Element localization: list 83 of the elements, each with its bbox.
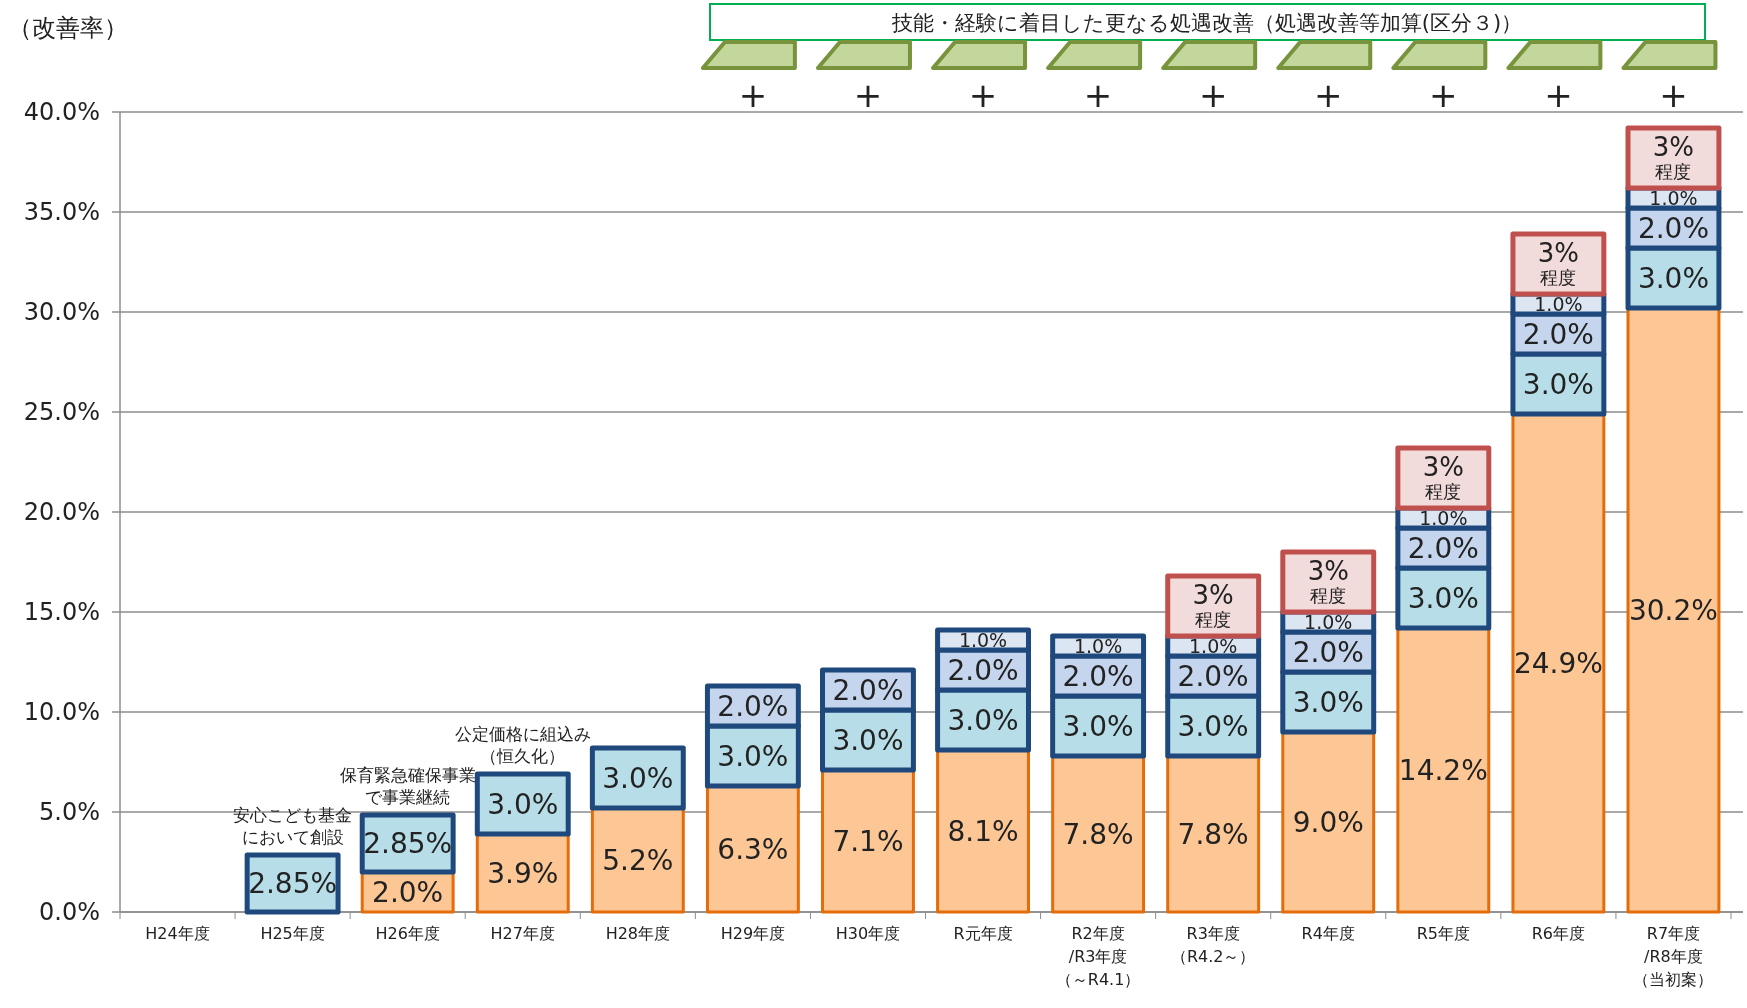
x-tick-label: R3年度（R4.2～） [1170,924,1256,966]
data-label: 14.2% [1398,753,1488,787]
data-label: 3.0% [1062,709,1134,743]
data-label: 1.0% [1073,634,1123,657]
data-label: 1.0% [1304,610,1353,633]
data-label: 2.0% [947,653,1019,687]
data-label: 2.0% [1177,659,1249,693]
y-tick-label: 25.0% [23,398,100,426]
data-label: 2.0% [1407,531,1479,565]
annotation: + [1083,75,1113,115]
data-label: 7.8% [1062,817,1134,851]
data-label: 7.8% [1177,817,1249,851]
data-label: 3%程度 [1307,556,1349,606]
data-label: 30.2% [1628,593,1718,627]
x-tick-label: H29年度 [720,924,786,943]
annotation: + [1198,75,1228,115]
data-label: 6.3% [717,832,789,866]
annotation: + [1314,75,1343,115]
data-label: 3.0% [1637,261,1710,295]
y-tick-label: 35.0% [23,198,100,226]
data-label: 1.0% [1419,506,1468,529]
data-label: 3.0% [1292,685,1364,719]
data-label: 3.0% [1177,709,1249,743]
data-label: 3%程度 [1537,238,1580,288]
y-tick-label: 5.0% [39,798,100,826]
x-tick-label: H27年度 [490,924,555,943]
data-label: 3.9% [487,856,559,890]
data-label: 3.0% [947,703,1019,737]
y-tick-label: 0.0% [39,898,100,926]
x-tick-label: H26年度 [375,924,440,943]
data-label: 9.0% [1292,805,1364,839]
annotation: + [1659,75,1688,115]
annotation: 安心こども基金において創設 [233,805,353,847]
y-axis-title: （改善率） [8,14,128,42]
data-label: 8.1% [947,814,1019,848]
data-label: 24.9% [1513,646,1603,680]
annotation: 保育緊急確保事業で事業継続 [339,765,476,807]
data-label: 2.0% [1522,317,1594,351]
annotation: + [1429,75,1458,115]
data-label: 1.0% [1649,186,1698,209]
x-tick-label: H24年度 [145,924,210,943]
data-label: 3.0% [1522,367,1594,401]
annotation: 公定価格に組込み（恒久化） [454,724,591,766]
data-label: 2.85% [363,827,453,861]
x-tick-label: H25年度 [260,924,325,943]
y-tick-label: 10.0% [23,698,100,726]
data-label: 2.0% [1637,211,1710,245]
data-label: 1.0% [958,628,1008,651]
annotation: + [968,75,998,115]
data-label: 2.0% [372,875,444,909]
data-label: 2.0% [832,673,904,707]
x-tick-label: H28年度 [605,924,671,943]
data-label: 7.1% [832,824,904,858]
x-tick-label: R5年度 [1416,924,1470,943]
data-label: 3.0% [487,787,559,821]
data-label: 3%程度 [1652,132,1695,182]
data-label: 2.0% [717,689,789,723]
y-tick-label: 20.0% [23,498,100,526]
annotation: + [853,75,883,115]
data-label: 3.0% [717,739,789,773]
x-tick-label: H30年度 [835,924,901,943]
data-label: 3%程度 [1192,580,1234,630]
data-label: 1.0% [1189,634,1238,657]
data-label: 2.0% [1292,635,1364,669]
y-tick-label: 40.0% [23,98,100,126]
data-label: 1.0% [1534,292,1583,315]
text: 技能・経験に着目した更なる処遇改善（処遇改善等加算(区分３)） [890,11,1523,35]
y-tick-label: 30.0% [23,298,100,326]
x-tick-label: R元年度 [953,924,1013,943]
data-label: 2.0% [1062,659,1134,693]
annotation: + [738,75,768,115]
x-tick-label: R4年度 [1301,924,1355,943]
data-label: 3.0% [602,761,674,795]
annotation: + [1544,75,1573,115]
y-tick-label: 15.0% [23,598,100,626]
data-label: 5.2% [602,843,674,877]
data-label: 3.0% [832,723,904,757]
x-tick-label: R6年度 [1531,924,1586,943]
data-label: 3.0% [1407,581,1479,615]
x-tick-label: R7年度/R8年度（当初案） [1633,924,1714,989]
data-label: 3%程度 [1422,452,1464,502]
data-label: 2.85% [248,867,338,901]
x-tick-label: R2年度/R3年度（～R4.1） [1055,924,1141,989]
